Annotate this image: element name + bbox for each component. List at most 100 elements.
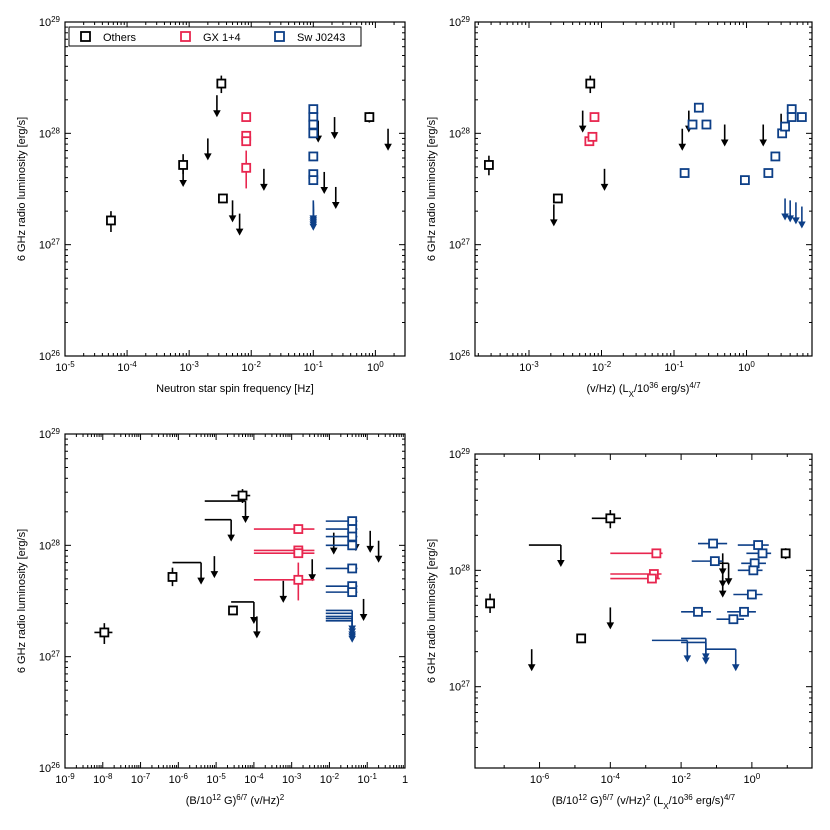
y-tick-label-exponent: 26 — [51, 761, 60, 770]
upper-limit-arrow-head — [227, 534, 235, 542]
x-axis-label-part: 12 — [212, 793, 221, 802]
y-tick-label-exponent: 29 — [51, 15, 60, 24]
x-axis-label-part: G) — [587, 795, 602, 807]
y-tick-label-base: 10 — [39, 540, 51, 552]
upper-limit-arrow-head — [702, 657, 710, 665]
data-point-marker — [218, 193, 228, 204]
y-tick-label: 1029 — [39, 15, 61, 30]
data-point-marker — [308, 175, 319, 186]
series-others — [484, 75, 785, 227]
x-tick-label-base: 10 — [179, 362, 191, 374]
legend-frame — [68, 26, 362, 47]
x-tick-label: 10-6 — [530, 772, 550, 787]
x-tick-label-base: 1 — [402, 774, 408, 786]
x-tick-label-exponent: -2 — [254, 360, 262, 369]
data-point-marker — [99, 627, 110, 638]
upper-limit-arrow-head — [348, 635, 356, 643]
x-axis-label-part: X — [629, 390, 635, 399]
y-axis-label: 6 GHz radio luminosity [erg/s] — [16, 117, 28, 261]
data-point-marker — [757, 548, 768, 559]
x-tick-label-base: 10 — [744, 774, 756, 786]
legend-label-sw: Sw J0243 — [297, 32, 345, 44]
x-tick-label-base: 10 — [131, 774, 143, 786]
y-tick-label: 1028 — [449, 126, 471, 141]
x-tick-label-base: 10 — [601, 774, 613, 786]
x-tick-label-base: 10 — [664, 362, 676, 374]
plot-frame — [64, 433, 406, 769]
y-tick-label: 1029 — [449, 447, 471, 462]
data-point-marker — [786, 112, 797, 122]
data-point-marker — [780, 548, 791, 559]
x-tick-label-base: 10 — [242, 362, 254, 374]
x-axis-label-part: erg/s) — [693, 795, 724, 807]
x-tick-label: 10-2 — [320, 772, 340, 787]
series-gx — [584, 112, 600, 147]
upper-limit-arrow-head — [279, 595, 288, 603]
upper-limit-arrow-head — [578, 125, 587, 133]
x-tick-label-base: 10 — [358, 774, 370, 786]
legend: Others GX 1+4 Sw J0243 — [68, 26, 362, 47]
upper-limit-arrow-head — [329, 547, 338, 555]
y-tick-label: 1028 — [39, 126, 61, 141]
data-point-marker — [228, 605, 238, 616]
x-tick-label-exponent: -7 — [143, 772, 151, 781]
x-axis-label-part: 36 — [684, 793, 693, 802]
x-tick-label-base: 10 — [530, 774, 542, 786]
series-others — [106, 75, 392, 236]
data-point-marker — [585, 78, 596, 89]
x-tick-label-exponent: -3 — [294, 772, 302, 781]
x-tick-label-base: 10 — [304, 362, 316, 374]
y-tick-label-exponent: 28 — [51, 538, 60, 547]
y-tick-label-base: 10 — [449, 682, 461, 694]
data-point-marker — [293, 524, 304, 534]
upper-limit-arrow-head — [331, 201, 340, 209]
upper-limit-arrow-head — [308, 574, 317, 582]
x-tick-label: 1 — [402, 774, 408, 786]
y-tick-label: 1026 — [39, 761, 61, 776]
x-tick-label-base: 10 — [55, 362, 67, 374]
x-tick-label-exponent: 0 — [379, 360, 384, 369]
y-tick-label-base: 10 — [449, 565, 461, 577]
data-point-marker — [347, 563, 358, 574]
x-tick-label-base: 10 — [671, 774, 683, 786]
x-tick-label: 10-2 — [592, 360, 612, 375]
upper-limit-arrow-head — [213, 110, 221, 118]
x-tick-label-exponent: -1 — [316, 360, 324, 369]
y-tick-label-exponent: 28 — [51, 126, 60, 135]
data-point-marker — [364, 112, 375, 122]
series-others — [94, 489, 383, 644]
upper-limit-arrow-head — [359, 613, 368, 621]
upper-limit-arrow-head — [260, 183, 268, 191]
series-gx — [241, 112, 252, 189]
x-tick-label: 100 — [744, 772, 761, 787]
x-axis-label: (v/Hz) (LX/1036 erg/s)4/7 — [586, 381, 701, 399]
data-point-marker — [748, 565, 759, 576]
data-point-marker — [347, 516, 358, 527]
y-tick-label: 1026 — [449, 349, 471, 364]
x-tick-label: 10-4 — [601, 772, 621, 787]
legend-marker-gx — [180, 31, 191, 42]
x-axis-label-part: 12 — [578, 793, 587, 802]
data-point-marker — [753, 540, 764, 550]
x-tick-label: 10-3 — [282, 772, 302, 787]
x-axis-label-part: X — [663, 802, 669, 811]
x-tick-label-base: 10 — [592, 362, 604, 374]
legend-marker-sw — [274, 31, 285, 42]
x-axis-label-part: /10 — [634, 383, 649, 395]
data-point-marker — [308, 128, 319, 139]
y-axis-label: 6 GHz radio luminosity [erg/s] — [426, 117, 438, 261]
x-tick-label-exponent: -4 — [613, 772, 621, 781]
y-tick-label-exponent: 29 — [461, 447, 470, 456]
y-tick-label: 1027 — [39, 649, 61, 664]
x-tick-label-exponent: -2 — [604, 360, 612, 369]
x-tick-label-exponent: -8 — [105, 772, 113, 781]
y-axis-label: 6 GHz radio luminosity [erg/s] — [426, 539, 438, 683]
x-tick-label: 10-8 — [93, 772, 113, 787]
x-tick-label: 100 — [367, 360, 384, 375]
data-point-marker — [347, 540, 358, 551]
x-axis-label-part: (v/Hz) — [247, 795, 279, 807]
x-axis-label-part: (v/Hz) (L — [586, 383, 628, 395]
x-axis-label-part: 6/7 — [602, 793, 614, 802]
